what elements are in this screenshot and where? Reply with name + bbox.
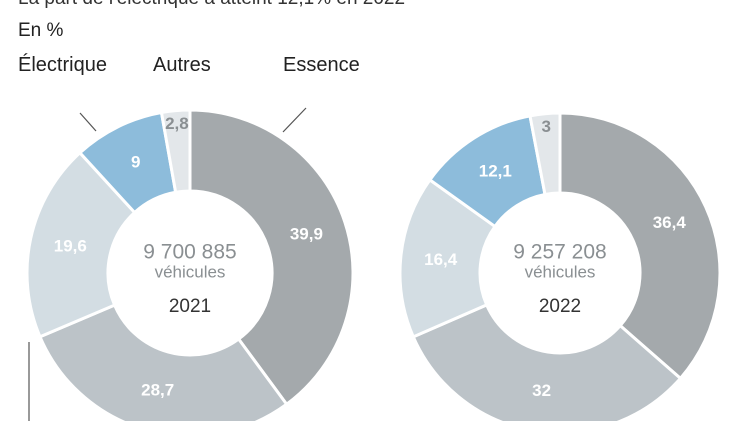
leader-line-petrol bbox=[282, 107, 307, 133]
slice-2022-essence bbox=[558, 111, 722, 381]
slice-label-2022-segment_28: 32 bbox=[532, 381, 551, 400]
slice-label-2021-electrique: 9 bbox=[131, 153, 140, 172]
center-unit-2022: véhicules bbox=[525, 262, 596, 281]
slice-2021-autres bbox=[159, 108, 192, 195]
leader-line-electric bbox=[79, 112, 97, 132]
donut-hole-2021 bbox=[110, 193, 270, 353]
slice-2021-essence bbox=[188, 108, 355, 407]
slice-2021-segment_19 bbox=[25, 150, 137, 339]
slice-label-2022-electrique: 12,1 bbox=[479, 161, 512, 180]
slice-2022-segment_28 bbox=[411, 302, 683, 421]
chart-title: La part de l'électrique a atteint 12,1% … bbox=[18, 0, 405, 10]
slice-label-2021-autres: 2,8 bbox=[165, 114, 189, 133]
slice-label-2021-segment_19: 19,6 bbox=[54, 237, 87, 256]
slice-2022-autres bbox=[528, 111, 562, 197]
slice-label-2021-essence: 39,9 bbox=[290, 224, 323, 243]
legend-other: Autres bbox=[153, 54, 211, 76]
center-count-2022: 9 257 208 bbox=[513, 241, 606, 264]
unit-label: En % bbox=[18, 20, 64, 41]
legend-petrol: Essence bbox=[283, 54, 360, 76]
legend-electric: Électrique bbox=[18, 54, 107, 76]
center-unit-2021: véhicules bbox=[155, 262, 226, 281]
slice-label-2022-segment_19: 16,4 bbox=[424, 250, 458, 269]
slice-label-2022-essence: 36,4 bbox=[653, 213, 687, 232]
center-year-2021: 2021 bbox=[169, 296, 211, 317]
center-count-2021: 9 700 885 bbox=[143, 241, 236, 264]
slice-2021-segment_28 bbox=[38, 303, 289, 421]
slice-label-2021-segment_28: 28,7 bbox=[141, 381, 174, 400]
donut-hole-2022 bbox=[482, 195, 638, 351]
slice-label-2022-autres: 3 bbox=[542, 117, 551, 136]
center-year-2022: 2022 bbox=[539, 296, 581, 317]
